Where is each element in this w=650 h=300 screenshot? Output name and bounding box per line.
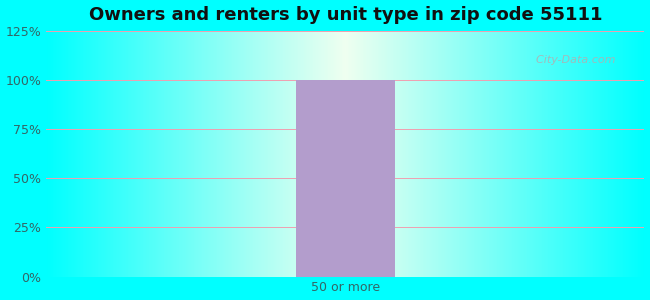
Title: Owners and renters by unit type in zip code 55111: Owners and renters by unit type in zip c… [88, 6, 602, 24]
Text: City-Data.com: City-Data.com [529, 55, 616, 65]
Bar [296, 80, 395, 277]
